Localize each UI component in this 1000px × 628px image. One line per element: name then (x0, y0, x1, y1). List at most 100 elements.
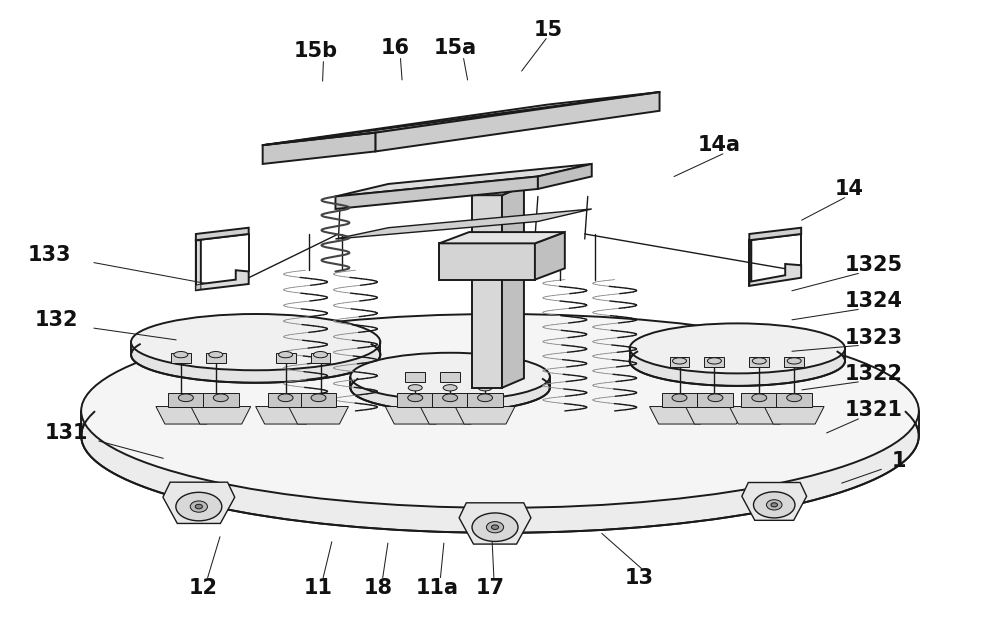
Polygon shape (455, 406, 515, 424)
Bar (169, 395, 193, 408)
Bar (204, 395, 228, 408)
Text: 12: 12 (188, 578, 217, 598)
Bar (668, 395, 691, 408)
Bar (397, 392, 433, 406)
Text: 1323: 1323 (845, 328, 903, 348)
Polygon shape (459, 503, 531, 544)
Ellipse shape (314, 352, 327, 358)
Polygon shape (749, 228, 801, 241)
Text: 133: 133 (28, 244, 71, 264)
Text: 11a: 11a (416, 578, 459, 598)
Bar (670, 357, 689, 367)
Polygon shape (191, 406, 251, 424)
Ellipse shape (707, 358, 721, 364)
Ellipse shape (486, 522, 504, 533)
Polygon shape (439, 232, 565, 243)
Ellipse shape (408, 394, 423, 402)
Ellipse shape (673, 358, 686, 364)
Ellipse shape (491, 525, 499, 529)
Bar (747, 395, 771, 408)
Text: 132: 132 (34, 310, 78, 330)
Ellipse shape (752, 394, 767, 402)
Ellipse shape (753, 492, 795, 518)
Text: 15a: 15a (434, 38, 477, 58)
Bar (704, 357, 724, 367)
Bar (784, 357, 804, 367)
Polygon shape (196, 241, 249, 290)
Text: 15: 15 (533, 19, 562, 40)
Polygon shape (335, 209, 592, 239)
Ellipse shape (708, 394, 723, 402)
Polygon shape (729, 406, 789, 424)
Polygon shape (742, 482, 807, 521)
Bar (274, 395, 298, 408)
Text: 1325: 1325 (845, 255, 903, 275)
Text: 18: 18 (364, 578, 393, 598)
Text: 15b: 15b (293, 41, 338, 62)
Ellipse shape (672, 394, 687, 402)
Ellipse shape (472, 513, 518, 541)
Bar (749, 357, 769, 367)
Ellipse shape (771, 503, 777, 507)
Ellipse shape (787, 358, 801, 364)
Ellipse shape (443, 385, 457, 391)
Polygon shape (196, 284, 201, 290)
Bar (702, 395, 726, 408)
Polygon shape (420, 406, 480, 424)
Polygon shape (263, 133, 375, 164)
Ellipse shape (176, 492, 222, 521)
Ellipse shape (81, 314, 919, 508)
Bar (405, 372, 425, 382)
Bar (697, 392, 733, 406)
Ellipse shape (350, 353, 550, 400)
Bar (171, 354, 191, 364)
Polygon shape (764, 406, 824, 424)
Polygon shape (472, 186, 524, 195)
Bar (309, 395, 332, 408)
Polygon shape (650, 406, 709, 424)
Ellipse shape (131, 314, 380, 371)
Text: 1322: 1322 (845, 364, 903, 384)
Text: 1321: 1321 (845, 400, 903, 420)
Polygon shape (439, 243, 535, 279)
Ellipse shape (178, 394, 193, 402)
Bar (438, 395, 462, 408)
Polygon shape (472, 195, 502, 387)
Bar (301, 392, 336, 406)
Ellipse shape (443, 394, 458, 402)
Ellipse shape (408, 385, 422, 391)
Polygon shape (263, 92, 660, 145)
Polygon shape (538, 164, 592, 189)
Bar (440, 372, 460, 382)
Text: 17: 17 (476, 578, 505, 598)
Ellipse shape (478, 394, 493, 402)
Bar (467, 392, 503, 406)
Bar (311, 354, 330, 364)
Text: 1324: 1324 (845, 291, 903, 311)
Polygon shape (156, 406, 216, 424)
Ellipse shape (752, 358, 766, 364)
Text: 16: 16 (381, 38, 410, 58)
Ellipse shape (174, 352, 188, 358)
Ellipse shape (311, 394, 326, 402)
Ellipse shape (630, 336, 845, 386)
Polygon shape (385, 406, 445, 424)
Polygon shape (163, 482, 235, 524)
Ellipse shape (131, 327, 380, 383)
Text: 13: 13 (625, 568, 654, 588)
Ellipse shape (787, 394, 802, 402)
Ellipse shape (190, 501, 207, 512)
Ellipse shape (81, 339, 919, 533)
Bar (432, 392, 468, 406)
Polygon shape (685, 406, 745, 424)
Bar (206, 354, 226, 364)
Polygon shape (535, 232, 565, 279)
Bar (662, 392, 697, 406)
Bar (475, 372, 495, 382)
Polygon shape (256, 406, 316, 424)
Polygon shape (335, 164, 592, 197)
Ellipse shape (279, 352, 293, 358)
Polygon shape (749, 241, 801, 286)
Text: 14: 14 (835, 179, 864, 199)
Bar (203, 392, 239, 406)
